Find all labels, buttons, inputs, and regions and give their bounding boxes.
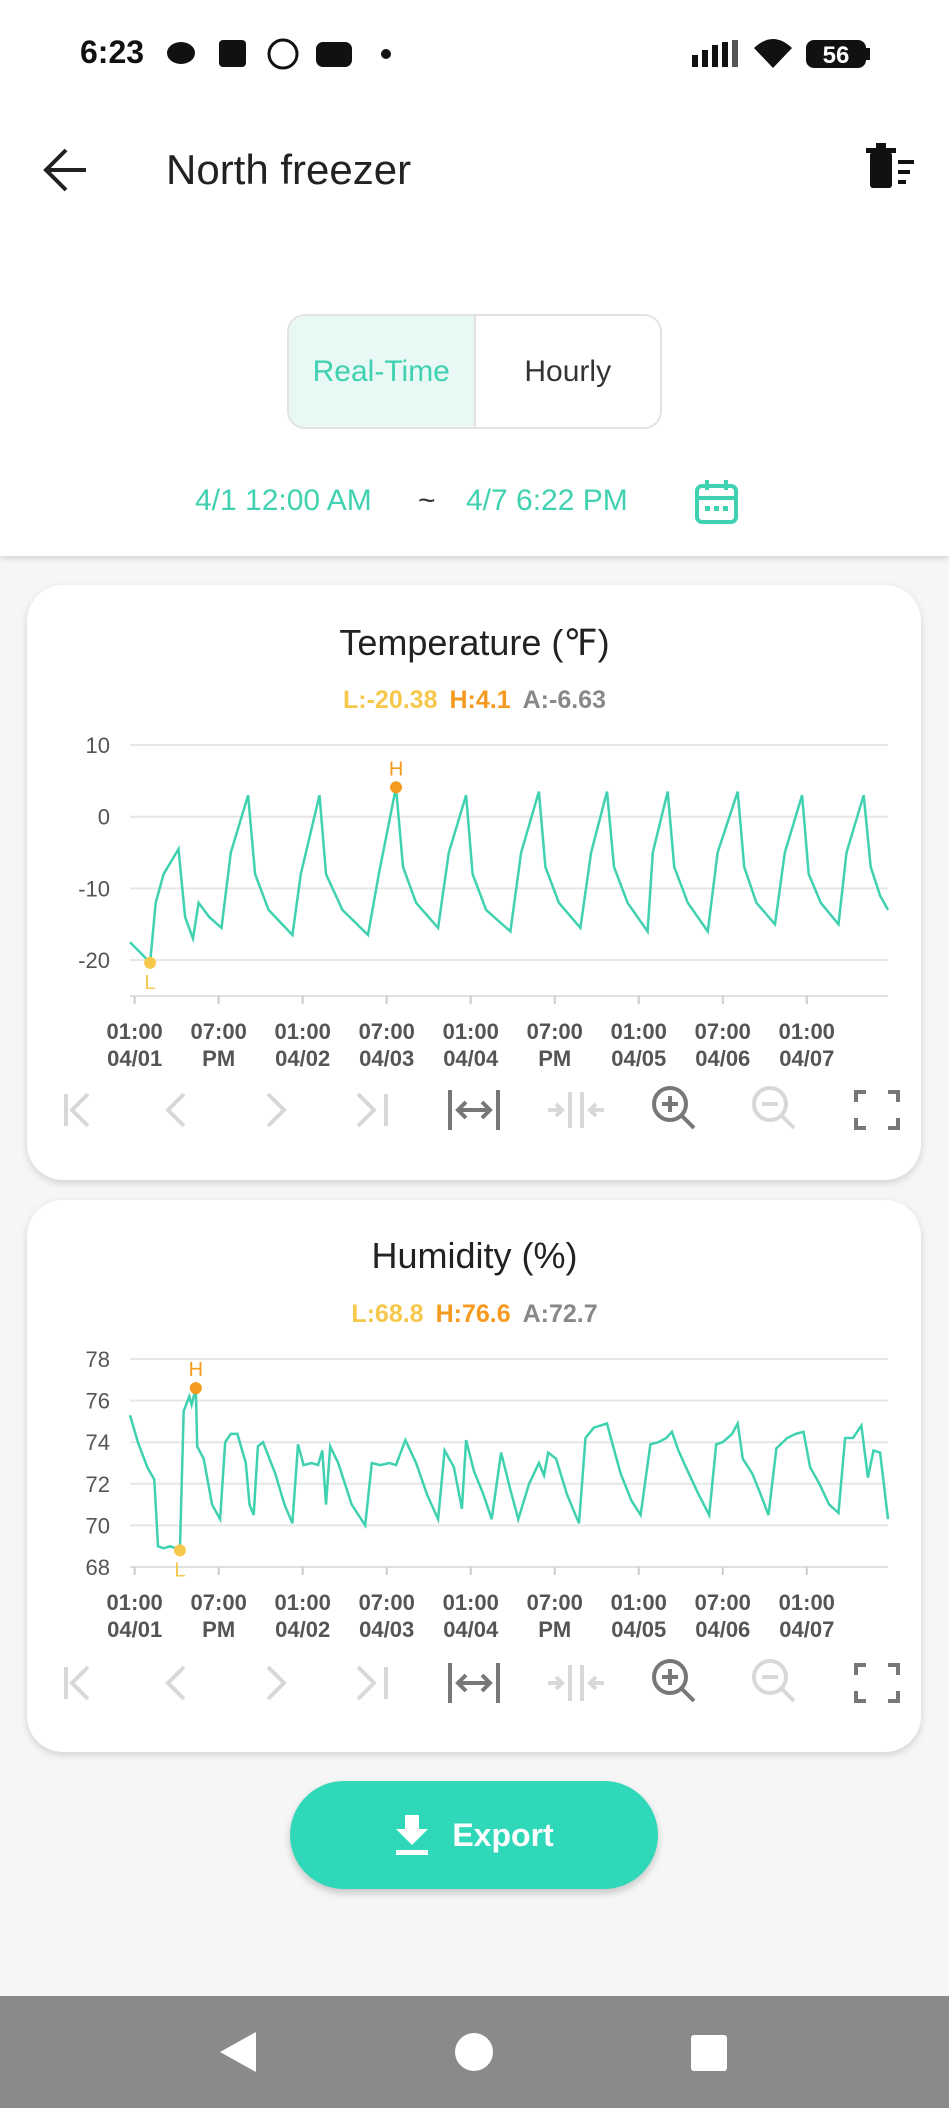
control-button[interactable] xyxy=(165,1665,186,1701)
x-tick-label: 07:00 04/06 xyxy=(694,1590,751,1642)
control-button[interactable] xyxy=(64,1665,90,1701)
tab[interactable]: Hourly xyxy=(524,354,612,388)
x-tick-label: 01:00 04/07 xyxy=(778,1590,835,1642)
export-label: Export xyxy=(452,1816,554,1853)
chart-title: Humidity (%) xyxy=(371,1235,578,1276)
control-button[interactable] xyxy=(752,1659,796,1703)
tab-bar: Real-Time Hourly xyxy=(287,314,662,429)
y-tick-label: 72 xyxy=(86,1472,110,1497)
summary-stat: H:76.6 xyxy=(435,1300,511,1328)
y-tick-label: -20 xyxy=(78,948,110,973)
y-tick-label: 10 xyxy=(86,733,110,758)
summary-stat: L:-20.38 xyxy=(343,686,438,714)
extreme-marker xyxy=(189,1382,202,1395)
control-button[interactable] xyxy=(266,1092,287,1128)
control-button[interactable] xyxy=(652,1659,696,1703)
nav-bar xyxy=(0,1996,949,2108)
download-icon xyxy=(396,1815,429,1855)
range-separator: ~ xyxy=(418,484,436,517)
x-tick-label: 01:00 04/07 xyxy=(778,1019,835,1071)
x-tick-label: 07:00 PM xyxy=(190,1590,247,1642)
x-tick-label: 07:00 04/03 xyxy=(358,1590,415,1642)
extreme-label: H xyxy=(389,758,403,780)
extreme-label: L xyxy=(145,972,156,994)
y-tick-label: 74 xyxy=(86,1430,110,1455)
nav-recent[interactable] xyxy=(691,2035,727,2071)
y-tick-label: -10 xyxy=(78,876,110,901)
extreme-label: L xyxy=(174,1559,185,1581)
top-icons: 56 xyxy=(43,38,914,524)
control-button[interactable] xyxy=(652,1086,696,1130)
extreme-marker xyxy=(173,1544,186,1557)
top-panel xyxy=(0,0,949,556)
x-tick-label: 07:00 04/03 xyxy=(358,1019,415,1071)
range-start[interactable]: 4/1 12:00 AM xyxy=(195,484,372,517)
control-button[interactable] xyxy=(266,1665,287,1701)
page-title: North freezer xyxy=(166,146,412,193)
tab[interactable]: Real-Time xyxy=(289,316,476,427)
chart-controls xyxy=(64,1659,900,1703)
data-line xyxy=(129,787,890,966)
y-tick-label: 0 xyxy=(98,805,110,830)
control-button[interactable] xyxy=(356,1092,388,1128)
chart-controls xyxy=(64,1086,900,1130)
extreme-label: H xyxy=(189,1359,203,1381)
control-button[interactable] xyxy=(854,1090,900,1130)
control-button[interactable] xyxy=(854,1663,900,1703)
battery-level: 56 xyxy=(823,42,850,69)
y-tick-label: 68 xyxy=(86,1555,110,1580)
x-tick-label: 01:00 04/05 xyxy=(610,1019,667,1071)
delete-button[interactable] xyxy=(866,143,914,188)
range-end[interactable]: 4/7 6:22 PM xyxy=(466,484,628,517)
y-tick-label: 76 xyxy=(86,1389,110,1414)
extreme-marker xyxy=(144,956,157,969)
y-tick-label: 78 xyxy=(86,1347,110,1372)
chart-title: Temperature (℉) xyxy=(339,622,610,663)
summary-stat: H:4.1 xyxy=(449,686,511,714)
back-button[interactable] xyxy=(43,148,86,192)
control-button[interactable] xyxy=(356,1665,388,1701)
x-tick-label: 01:00 04/02 xyxy=(274,1590,331,1642)
x-tick-label: 01:00 04/02 xyxy=(274,1019,331,1071)
control-button[interactable] xyxy=(64,1092,90,1128)
summary-stat: A:-6.63 xyxy=(522,686,606,714)
x-tick-label: 01:00 04/05 xyxy=(610,1590,667,1642)
y-tick-label: 70 xyxy=(86,1513,110,1538)
control-button[interactable] xyxy=(752,1086,796,1130)
nav-home[interactable] xyxy=(455,2033,493,2071)
chart-summary: L:-20.38 H:4.1 A:-6.63 xyxy=(0,686,949,715)
x-tick-label: 07:00 04/06 xyxy=(694,1019,751,1071)
data-line xyxy=(128,1387,890,1553)
chart-card xyxy=(27,585,921,1180)
calendar-button[interactable] xyxy=(695,480,738,524)
control-button[interactable] xyxy=(448,1090,500,1130)
x-tick-label: 01:00 04/01 xyxy=(106,1019,163,1071)
x-tick-label: 01:00 04/01 xyxy=(106,1590,163,1642)
control-button[interactable] xyxy=(548,1665,604,1701)
status-time: 6:23 xyxy=(80,34,145,70)
control-button[interactable] xyxy=(165,1092,186,1128)
extreme-marker xyxy=(390,781,403,794)
summary-stat: L:68.8 xyxy=(351,1300,424,1328)
x-tick-label: 07:00 PM xyxy=(190,1019,247,1071)
export-button[interactable]: Export xyxy=(290,1781,658,1889)
x-tick-label: 01:00 04/04 xyxy=(442,1590,499,1642)
chart-summary: L:68.8 H:76.6 A:72.7 xyxy=(0,1300,949,1329)
control-button[interactable] xyxy=(548,1092,604,1128)
summary-stat: A:72.7 xyxy=(522,1300,598,1328)
x-tick-label: 07:00 PM xyxy=(526,1019,583,1071)
x-tick-label: 01:00 04/04 xyxy=(442,1019,499,1071)
nav-icons xyxy=(220,2032,727,2072)
nav-back[interactable] xyxy=(220,2032,256,2072)
x-tick-label: 07:00 PM xyxy=(526,1590,583,1642)
control-button[interactable] xyxy=(448,1663,500,1703)
